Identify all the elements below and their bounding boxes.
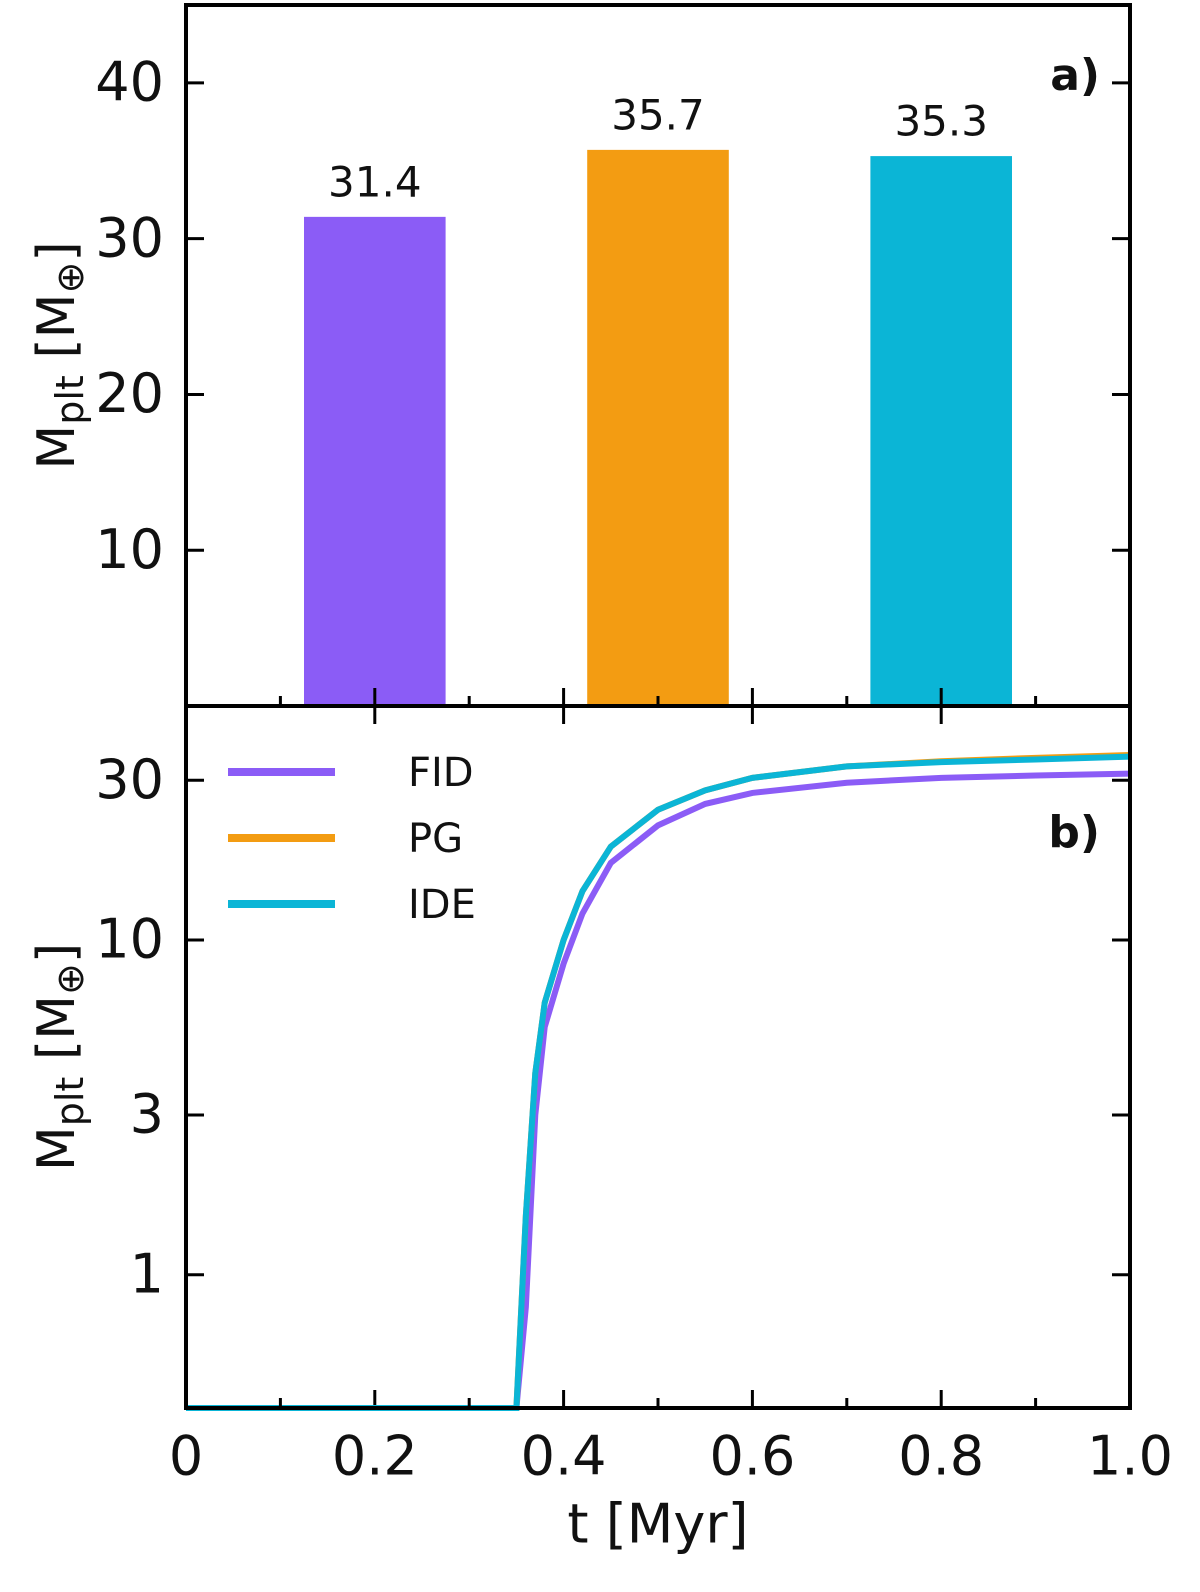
y-axis-label-part: ⊕	[48, 963, 92, 995]
y-axis-label-part: [M	[27, 995, 87, 1077]
y-tick-label: 10	[95, 518, 164, 581]
y-tick-label: 20	[95, 362, 164, 425]
y-axis-label-part: [M	[27, 294, 87, 376]
legend-label: FID	[408, 750, 474, 796]
x-tick-label: 0.2	[332, 1425, 418, 1488]
x-tick-label: 0.6	[709, 1425, 795, 1488]
value-label: 31.4	[328, 157, 422, 206]
bar	[304, 216, 446, 706]
panel-annotation: a)	[1050, 50, 1100, 101]
value-label: 35.7	[611, 90, 705, 139]
series-line	[186, 751, 1131, 1411]
x-tick-label: 0.4	[521, 1425, 607, 1488]
bar	[587, 149, 729, 706]
y-axis-label: Mplt [M⊕]	[27, 241, 92, 469]
y-axis-label-part: ⊕	[48, 262, 92, 294]
y-axis-label-part: ]	[27, 241, 87, 261]
y-axis-label-part: M	[27, 1126, 87, 1171]
y-axis-label-part: ]	[27, 943, 87, 963]
y-axis-label-part: M	[27, 425, 87, 470]
series-line	[186, 770, 1131, 1411]
x-tick-label: 0	[169, 1425, 203, 1488]
x-tick-label: 0.8	[898, 1425, 984, 1488]
y-axis-label-part: plt	[48, 375, 92, 425]
legend-label: PG	[408, 816, 463, 862]
value-label: 35.3	[894, 97, 988, 146]
y-tick-label: 10	[95, 908, 164, 971]
y-axis-label: Mplt [M⊕]	[27, 943, 92, 1171]
series-line	[186, 753, 1131, 1411]
y-tick-label: 3	[130, 1083, 164, 1146]
y-tick-label: 30	[95, 206, 164, 269]
y-tick-label: 30	[95, 748, 164, 811]
y-tick-label: 1	[130, 1242, 164, 1305]
x-axis-label: t [Myr]	[567, 1493, 748, 1556]
panel-annotation: b)	[1048, 807, 1100, 858]
bar	[870, 156, 1012, 707]
legend-label: IDE	[408, 882, 476, 928]
x-tick-label: 1.0	[1087, 1425, 1173, 1488]
y-tick-label: 40	[95, 51, 164, 114]
axes-frame	[184, 704, 1132, 1410]
y-axis-label-part: plt	[48, 1077, 92, 1127]
